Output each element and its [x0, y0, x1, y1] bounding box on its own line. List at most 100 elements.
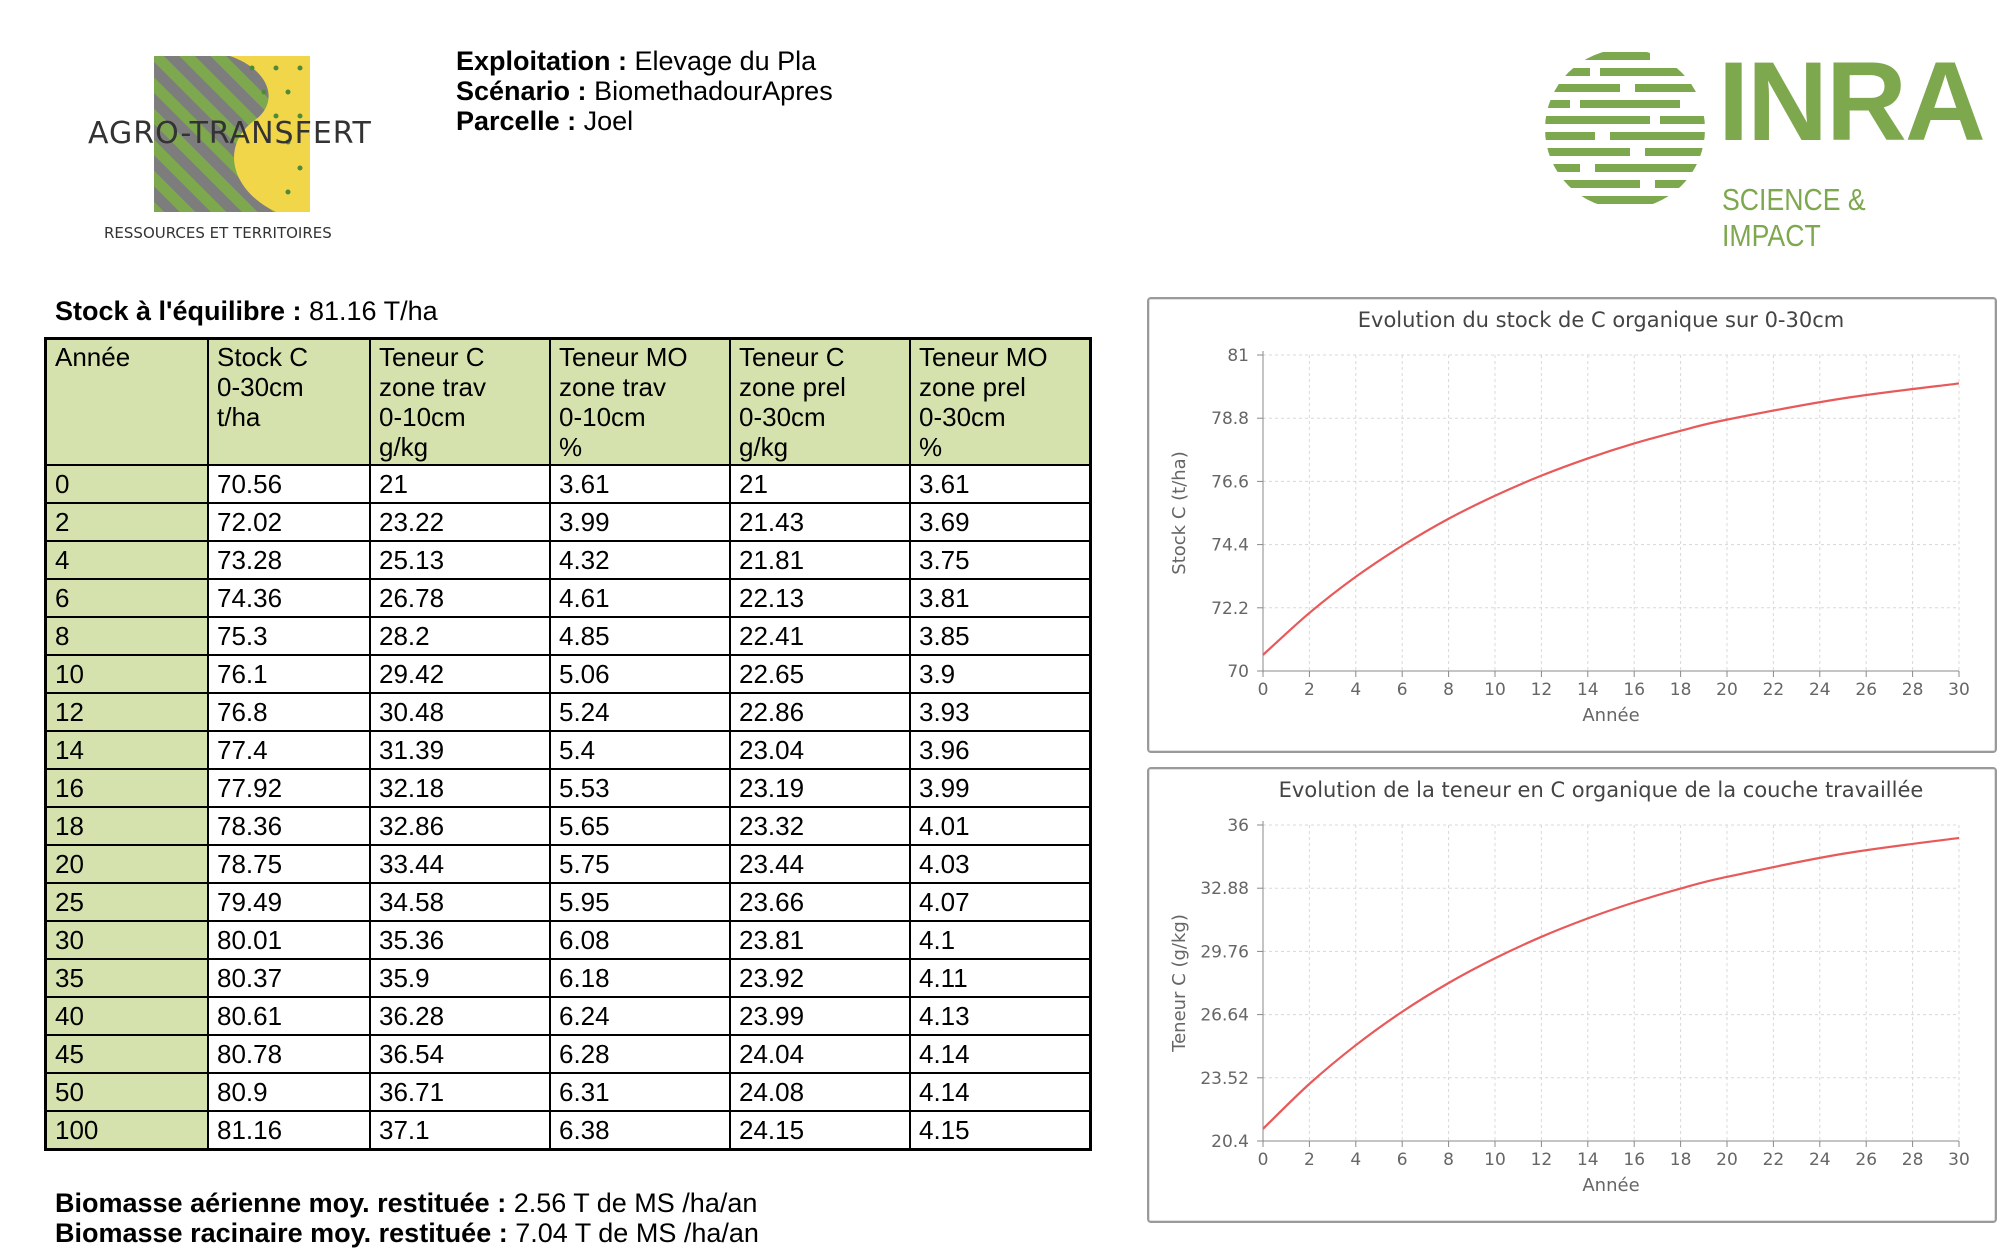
table-row: 8 75.3 28.2 4.85 22.41 3.85 [44, 616, 1092, 656]
x-tick-label: 24 [1809, 680, 1831, 700]
table-cell: 14 [44, 730, 209, 770]
x-tick-label: 24 [1809, 1150, 1831, 1170]
table-cell: 3.96 [909, 730, 1092, 770]
table-cell: 4.14 [909, 1072, 1092, 1112]
table-cell: 21.81 [729, 540, 911, 580]
table-cell: 23.92 [729, 958, 911, 998]
header-teneur-mo-trav: Teneur MO zone trav 0-10cm % [549, 337, 731, 466]
table-cell: 34.58 [369, 882, 551, 922]
header-stock-c: Stock C 0-30cm t/ha [207, 337, 371, 466]
x-tick-label: 26 [1855, 680, 1877, 700]
x-axis-label: Année [1582, 1175, 1639, 1196]
table-cell: 80.37 [207, 958, 371, 998]
x-tick-label: 2 [1304, 680, 1315, 700]
table-cell: 36.54 [369, 1034, 551, 1074]
table-cell: 4.32 [549, 540, 731, 580]
table-cell: 23.44 [729, 844, 911, 884]
x-tick-label: 10 [1484, 1150, 1506, 1170]
table-cell: 22.86 [729, 692, 911, 732]
table-cell: 100 [44, 1110, 209, 1151]
table-cell: 76.1 [207, 654, 371, 694]
table-cell: 5.4 [549, 730, 731, 770]
y-tick-label: 74.4 [1211, 536, 1249, 556]
table-cell: 8 [44, 616, 209, 656]
table-cell: 79.49 [207, 882, 371, 922]
chart-teneur-c: Evolution de la teneur en C organique de… [1147, 767, 1997, 1223]
exploitation-label: Exploitation : [456, 46, 627, 76]
x-tick-label: 6 [1397, 1150, 1408, 1170]
table-cell: 76.8 [207, 692, 371, 732]
table-cell: 4.1 [909, 920, 1092, 960]
table-cell: 36.71 [369, 1072, 551, 1112]
table-row: 14 77.4 31.39 5.4 23.04 3.96 [44, 730, 1092, 770]
table-cell: 80.9 [207, 1072, 371, 1112]
table-cell: 5.24 [549, 692, 731, 732]
inra-subtitle: SCIENCE & IMPACT [1722, 182, 1866, 253]
table-cell: 5.75 [549, 844, 731, 884]
x-tick-label: 26 [1855, 1150, 1877, 1170]
table-cell: 12 [44, 692, 209, 732]
table-cell: 3.81 [909, 578, 1092, 618]
table-cell: 21 [729, 464, 911, 504]
table-cell: 5.95 [549, 882, 731, 922]
chart-title: Evolution de la teneur en C organique de… [1279, 778, 1924, 802]
y-tick-label: 23.52 [1200, 1069, 1249, 1089]
table-cell: 20 [44, 844, 209, 884]
plot-area [1263, 355, 1959, 671]
table-cell: 22.13 [729, 578, 911, 618]
table-cell: 35.9 [369, 958, 551, 998]
table-row: 12 76.8 30.48 5.24 22.86 3.93 [44, 692, 1092, 732]
table-cell: 30.48 [369, 692, 551, 732]
x-tick-label: 20 [1716, 1150, 1738, 1170]
table-cell: 32.18 [369, 768, 551, 808]
x-tick-label: 18 [1670, 680, 1692, 700]
table-row: 100 81.16 37.1 6.38 24.15 4.15 [44, 1110, 1092, 1151]
table-cell: 4.85 [549, 616, 731, 656]
table-cell: 70.56 [207, 464, 371, 504]
table-cell: 32.86 [369, 806, 551, 846]
table-cell: 33.44 [369, 844, 551, 884]
table-cell: 10 [44, 654, 209, 694]
inra-logo-globe [1545, 52, 1705, 204]
biomasse-info: Biomasse aérienne moy. restituée : 2.56 … [55, 1188, 759, 1248]
header-annee: Année [44, 337, 209, 466]
table-cell: 3.69 [909, 502, 1092, 542]
y-tick-label: 70 [1227, 662, 1249, 682]
scenario-label: Scénario : [456, 76, 587, 106]
table-cell: 21.43 [729, 502, 911, 542]
chart-title: Evolution du stock de C organique sur 0-… [1358, 308, 1845, 332]
table-cell: 75.3 [207, 616, 371, 656]
plot-area [1263, 825, 1959, 1141]
series-line [1262, 836, 1960, 1130]
biomasse-racinaire-value: 7.04 T de MS /ha/an [515, 1218, 759, 1248]
table-cell: 24.08 [729, 1072, 911, 1112]
table-body: 0 70.56 21 3.61 21 3.61 2 72.02 23.22 3.99 21.43 3.… [44, 464, 1092, 1151]
table-cell: 6.28 [549, 1034, 731, 1074]
x-tick-label: 6 [1397, 680, 1408, 700]
table-cell: 80.01 [207, 920, 371, 960]
chart-teneur-c-svg: Evolution de la teneur en C organique de… [1169, 778, 1970, 1196]
agro-transfert-logo: AGRO-TRANSFERT RESSOURCES ET TERRITOIRES [80, 50, 380, 250]
table-cell: 3.61 [909, 464, 1092, 504]
table-cell: 23.04 [729, 730, 911, 770]
table-cell: 23.99 [729, 996, 911, 1036]
table-cell: 40 [44, 996, 209, 1036]
table-cell: 25.13 [369, 540, 551, 580]
table-cell: 81.16 [207, 1110, 371, 1151]
x-tick-label: 28 [1902, 680, 1924, 700]
header-info: Exploitation : Elevage du Pla Scénario :… [456, 46, 833, 136]
x-tick-label: 20 [1716, 680, 1738, 700]
y-tick-label: 29.76 [1200, 942, 1249, 962]
x-tick-label: 10 [1484, 680, 1506, 700]
table-cell: 18 [44, 806, 209, 846]
y-tick-label: 26.64 [1200, 1006, 1249, 1026]
table-cell: 23.66 [729, 882, 911, 922]
x-tick-label: 12 [1531, 1150, 1553, 1170]
table-cell: 30 [44, 920, 209, 960]
x-tick-label: 0 [1258, 1150, 1269, 1170]
header-teneur-c-prel: Teneur C zone prel 0-30cm g/kg [729, 337, 911, 466]
table-cell: 4 [44, 540, 209, 580]
table-row: 35 80.37 35.9 6.18 23.92 4.11 [44, 958, 1092, 998]
table-cell: 80.61 [207, 996, 371, 1036]
stock-equilibre-label: Stock à l'équilibre : [55, 296, 302, 326]
